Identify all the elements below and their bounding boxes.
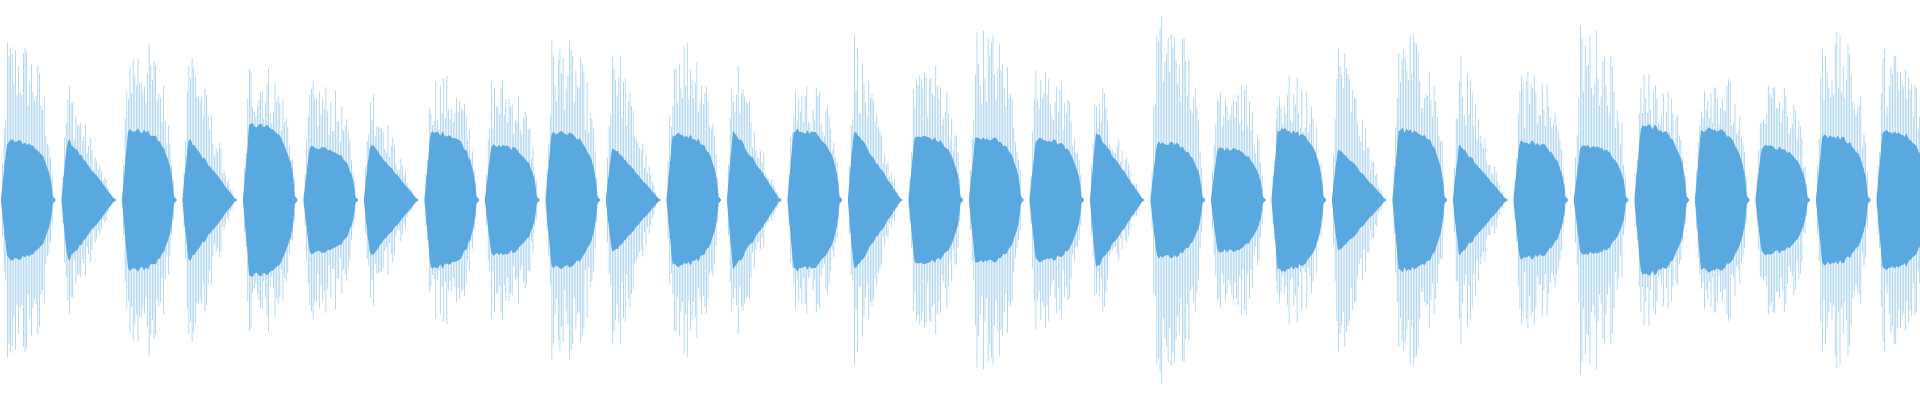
waveform-inner xyxy=(1755,144,1811,256)
waveform-inner xyxy=(1,139,56,261)
waveform-inner xyxy=(1150,141,1206,259)
waveform-inner xyxy=(787,128,843,272)
waveform-inner xyxy=(1029,137,1085,263)
waveform-inner xyxy=(848,132,903,268)
waveform-inner xyxy=(1392,127,1448,273)
waveform-inner xyxy=(485,144,540,256)
waveform-inner xyxy=(1090,133,1145,267)
waveform-inner xyxy=(122,128,177,272)
waveform-inner xyxy=(1271,128,1327,272)
waveform-inner xyxy=(1816,134,1871,266)
waveform-inner xyxy=(1876,129,1920,271)
waveform-inner xyxy=(61,138,117,262)
waveform-inner xyxy=(908,135,964,265)
waveform-inner xyxy=(182,139,238,261)
waveform-inner xyxy=(424,131,480,269)
waveform-inner xyxy=(606,148,661,252)
waveform-inner xyxy=(1453,144,1508,256)
waveform-inner xyxy=(969,137,1024,263)
waveform-inner xyxy=(727,130,782,270)
waveform-inner xyxy=(303,145,359,255)
waveform-inner xyxy=(1695,127,1750,273)
waveform-inner xyxy=(1513,140,1569,260)
waveform-inner xyxy=(1211,147,1266,253)
waveform-inner xyxy=(545,130,601,270)
waveform-inner xyxy=(1634,124,1690,276)
waveform-inner xyxy=(364,145,419,255)
waveform-inner xyxy=(243,123,298,277)
waveform-inner xyxy=(666,132,722,268)
waveform-inner xyxy=(1332,149,1387,251)
waveform-inner xyxy=(1574,145,1629,255)
